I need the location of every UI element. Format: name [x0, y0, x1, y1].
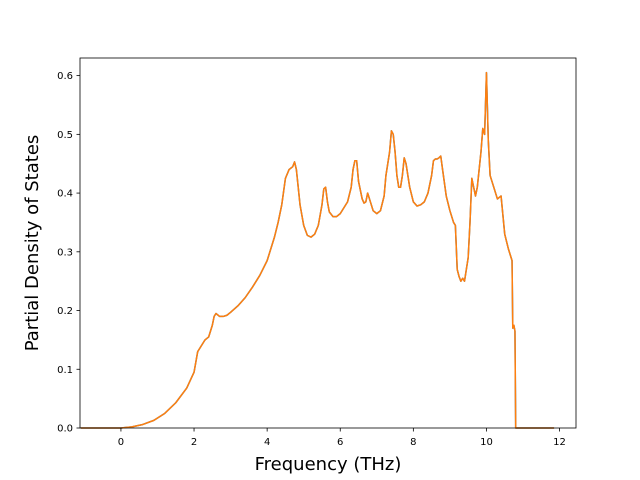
x-tick-label: 6	[337, 437, 343, 448]
x-axis-title: Frequency (THz)	[255, 454, 402, 475]
y-tick-label: 0.3	[57, 247, 73, 258]
y-tick-label: 0.0	[57, 424, 73, 435]
y-tick-label: 0.5	[57, 130, 73, 141]
y-tick-label: 0.2	[57, 306, 73, 317]
y-tick-label: 0.6	[57, 71, 73, 82]
series-line	[80, 71, 555, 429]
y-axis-title: Partial Density of States	[22, 135, 43, 352]
x-tick-label: 8	[410, 437, 416, 448]
plot-area	[80, 71, 555, 429]
x-tick-label: 2	[191, 437, 197, 448]
plot-frame	[79, 57, 577, 429]
y-tick-label: 0.4	[57, 189, 73, 200]
x-tick-label: 4	[264, 437, 270, 448]
x-tick-label: 12	[553, 437, 566, 448]
x-axis-ticks: 0 2 4 6 8 10 12	[118, 428, 566, 448]
x-tick-label: 0	[118, 437, 124, 448]
series-line-underlay	[80, 71, 555, 429]
x-tick-label: 10	[480, 437, 493, 448]
y-tick-label: 0.1	[57, 365, 73, 376]
y-axis-ticks: 0.0 0.1 0.2 0.3 0.4 0.5 0.6	[57, 71, 80, 435]
